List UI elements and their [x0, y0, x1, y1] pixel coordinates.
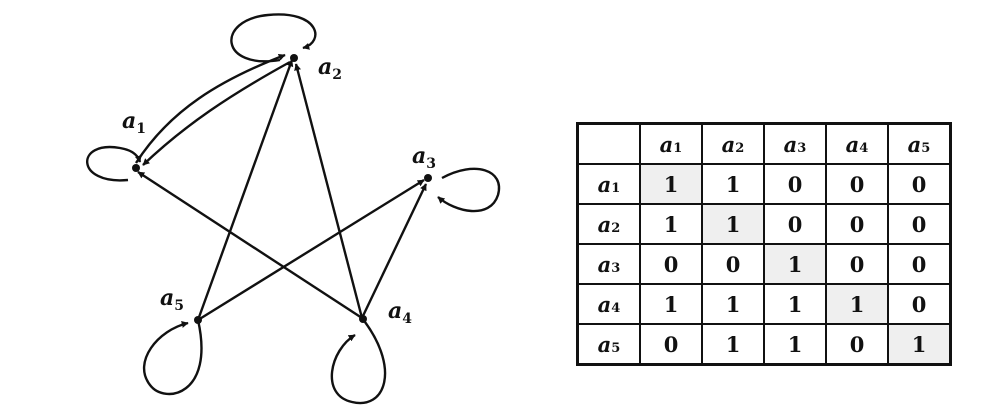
edge-a4-a1 [137, 170, 363, 320]
matrix-cell: 0 [887, 203, 952, 245]
edge-a2-a2 [230, 13, 317, 63]
edge-a4-a4 [330, 321, 387, 405]
matrix-row-header: a1 [576, 163, 641, 205]
relation-matrix: a1 a2 a3 a4 a5 a1 1 1 0 0 0 a2 1 1 0 0 0… [576, 122, 952, 366]
matrix-row-header: a4 [576, 283, 641, 325]
matrix-row-header: a5 [576, 323, 641, 366]
edge-a5-a2 [196, 59, 294, 321]
edge-a1-a2 [134, 53, 286, 164]
matrix-row: a3 0 0 1 0 0 [576, 243, 952, 285]
matrix-cell: 1 [701, 163, 765, 205]
node-a3-dot [424, 174, 432, 182]
relation-digraph: a1 a2 a3 a4 a5 [86, 13, 501, 405]
matrix-cell: 0 [825, 323, 889, 366]
matrix-cell: 1 [825, 283, 889, 325]
matrix-cell: 0 [825, 163, 889, 205]
matrix-cell: 0 [639, 243, 703, 285]
edge-a2-a1 [142, 60, 291, 166]
matrix-row: a1 1 1 0 0 0 [576, 163, 952, 205]
edge-a4-a3 [360, 183, 428, 319]
matrix-cell: 1 [639, 163, 703, 205]
edge-a4-a2 [294, 63, 364, 319]
matrix-cell: 1 [639, 283, 703, 325]
edge-a5-a3 [197, 178, 425, 322]
matrix-col-header: a3 [763, 122, 827, 165]
matrix-cell: 0 [887, 243, 952, 285]
node-a3-label: a3 [412, 143, 436, 172]
edge-a5-a5 [143, 319, 203, 396]
matrix-cell: 0 [887, 283, 952, 325]
matrix-cell: 1 [639, 203, 703, 245]
matrix-cell: 0 [701, 243, 765, 285]
matrix-cell: 1 [701, 203, 765, 245]
matrix-row: a4 1 1 1 1 0 [576, 283, 952, 325]
matrix-row-header: a2 [576, 203, 641, 245]
matrix-header-row: a1 a2 a3 a4 a5 [576, 122, 952, 165]
matrix-corner-cell [576, 122, 641, 165]
node-a2-label: a2 [318, 54, 342, 83]
matrix-cell: 1 [763, 283, 827, 325]
node-a4-label: a4 [388, 298, 412, 327]
node-a1-dot [132, 164, 140, 172]
matrix-col-header: a1 [639, 122, 703, 165]
matrix-cell: 0 [825, 203, 889, 245]
matrix-row-header: a3 [576, 243, 641, 285]
node-a5-label: a5 [160, 285, 184, 314]
matrix-cell: 0 [887, 163, 952, 205]
matrix-cell: 1 [763, 243, 827, 285]
matrix-row: a2 1 1 0 0 0 [576, 203, 952, 245]
matrix-cell: 1 [701, 283, 765, 325]
node-a4-dot [359, 315, 367, 323]
edge-a3-a3 [437, 167, 501, 213]
node-a5-dot [194, 316, 202, 324]
matrix-col-header: a2 [701, 122, 765, 165]
node-a1-label: a1 [122, 108, 146, 137]
matrix-cell: 0 [763, 203, 827, 245]
matrix-cell: 0 [825, 243, 889, 285]
matrix-col-header: a4 [825, 122, 889, 165]
matrix-col-header: a5 [887, 122, 952, 165]
matrix-row: a5 0 1 1 0 1 [576, 323, 952, 366]
node-a2-dot [290, 54, 298, 62]
matrix-cell: 0 [763, 163, 827, 205]
matrix-cell: 0 [639, 323, 703, 366]
matrix-cell: 1 [887, 323, 952, 366]
edge-a1-a1 [86, 145, 142, 182]
matrix-cell: 1 [701, 323, 765, 366]
matrix-cell: 1 [763, 323, 827, 366]
